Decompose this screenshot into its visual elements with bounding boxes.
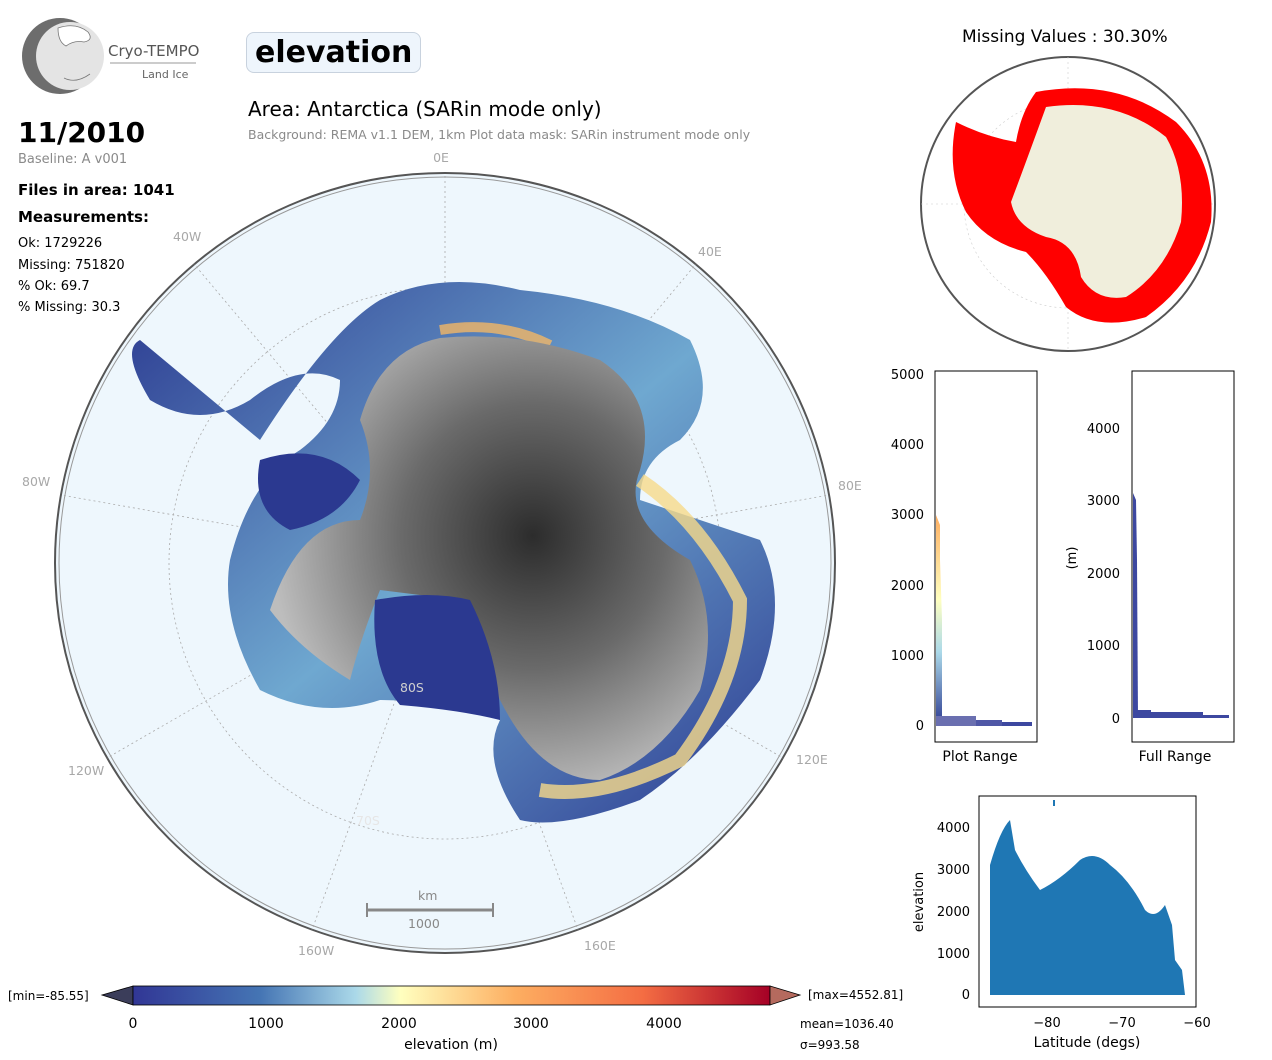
svg-text:3000: 3000 <box>937 863 970 878</box>
stat-pct-missing: % Missing: 30.3 <box>18 300 121 315</box>
lon-label-160w: 160W <box>298 943 334 958</box>
hist-plot-range-xlabel: Plot Range <box>942 749 1017 765</box>
svg-text:1000: 1000 <box>891 649 924 664</box>
svg-text:−60: −60 <box>1183 1016 1210 1031</box>
hist-full-range-ylabel: (m) <box>1065 547 1080 570</box>
svg-text:2000: 2000 <box>381 1016 417 1032</box>
lon-label-80e: 80E <box>838 478 862 493</box>
svg-text:2000: 2000 <box>1087 567 1120 582</box>
scale-bar: km 1000 <box>366 888 494 931</box>
svg-text:−80: −80 <box>1033 1016 1060 1031</box>
logo-name: Cryo-TEMPO <box>108 42 199 60</box>
hist-full-range-xlabel: Full Range <box>1139 749 1212 765</box>
svg-text:1000: 1000 <box>408 916 440 931</box>
stat-pct-ok: % Ok: 69.7 <box>18 279 90 294</box>
measurements-title: Measurements: <box>18 208 149 226</box>
stat-ok: Ok: 1729226 <box>18 236 103 251</box>
lon-label-0e: 0E <box>433 150 449 165</box>
svg-text:1000: 1000 <box>1087 639 1120 654</box>
scatter-xlabel: Latitude (degs) <box>1034 1035 1141 1051</box>
lon-label-120e: 120E <box>796 752 828 767</box>
elevation-colorbar: [min=-85.55] [max=4552.81] 0 1000 2000 3… <box>8 985 903 1053</box>
lon-label-80w: 80W <box>22 474 50 489</box>
main-map: 0E 40E 80E 120E 160E 160W 120W 80W 40W 8… <box>22 150 862 958</box>
lon-label-40w: 40W <box>173 229 201 244</box>
svg-text:4000: 4000 <box>937 821 970 836</box>
area-title: Area: Antarctica (SARin mode only) <box>248 97 602 121</box>
missing-map-title: Missing Values : 30.30% <box>962 27 1168 47</box>
cryo-tempo-logo: Cryo-TEMPO Land Ice <box>22 18 199 94</box>
svg-text:1000: 1000 <box>937 947 970 962</box>
lon-label-160e: 160E <box>584 938 616 953</box>
svg-text:2000: 2000 <box>937 905 970 920</box>
svg-text:4000: 4000 <box>646 1016 682 1032</box>
colorbar-max: [max=4552.81] <box>808 988 903 1002</box>
dem-background <box>270 336 708 780</box>
svg-text:0: 0 <box>916 719 924 734</box>
logo-sub: Land Ice <box>142 68 189 81</box>
svg-text:4000: 4000 <box>1087 422 1120 437</box>
missing-values-map <box>920 56 1216 352</box>
stat-missing: Missing: 751820 <box>18 258 125 273</box>
svg-text:0: 0 <box>1112 712 1120 727</box>
hist-plot-range: 0 1000 2000 3000 4000 5000 Plot Range <box>891 368 1038 765</box>
hist-full-range: 0 1000 2000 3000 4000 (m) Full Range <box>1065 370 1235 765</box>
files-in-area: Files in area: 1041 <box>18 181 175 199</box>
colorbar-sigma: σ=993.58 <box>800 1038 860 1052</box>
baseline-label: Baseline: A v001 <box>18 152 128 167</box>
svg-text:1000: 1000 <box>248 1016 284 1032</box>
lat-label-70s: 70S <box>356 813 380 828</box>
svg-text:3000: 3000 <box>891 508 924 523</box>
colorbar-mean: mean=1036.40 <box>800 1017 894 1031</box>
svg-text:5000: 5000 <box>891 368 924 383</box>
scatter-ylabel: elevation <box>912 872 927 932</box>
lon-label-40e: 40E <box>698 244 722 259</box>
svg-text:0: 0 <box>129 1016 138 1032</box>
svg-text:0: 0 <box>962 988 970 1003</box>
background-note: Background: REMA v1.1 DEM, 1km Plot data… <box>248 127 751 142</box>
parameter-title: elevation <box>246 32 422 73</box>
lon-label-120w: 120W <box>68 763 104 778</box>
scatter-elevation-latitude: 0 1000 2000 3000 4000 −80 −70 −60 Latitu… <box>912 795 1211 1051</box>
svg-text:3000: 3000 <box>1087 494 1120 509</box>
colorbar-min: [min=-85.55] <box>8 989 89 1003</box>
svg-text:4000: 4000 <box>891 438 924 453</box>
colorbar-label: elevation (m) <box>404 1037 498 1053</box>
svg-text:−70: −70 <box>1108 1016 1135 1031</box>
svg-text:km: km <box>418 888 437 903</box>
svg-text:2000: 2000 <box>891 579 924 594</box>
month-label: 11/2010 <box>18 116 146 149</box>
lat-label-80s: 80S <box>400 680 424 695</box>
svg-text:3000: 3000 <box>513 1016 549 1032</box>
